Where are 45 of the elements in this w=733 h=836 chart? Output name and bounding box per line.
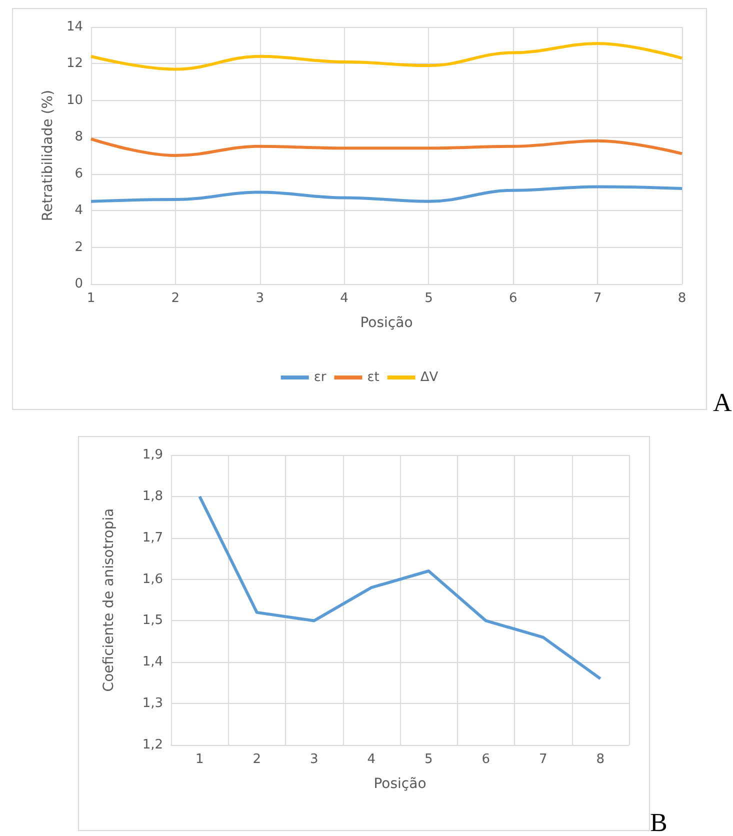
y-tick-label: 1,3 [142, 696, 163, 712]
legend-label: ΔV [420, 370, 438, 385]
x-tick-label: 8 [678, 291, 686, 306]
x-tick-label: 2 [252, 752, 262, 767]
y-tick-label: 12 [66, 56, 83, 72]
x-tick-label: 3 [256, 291, 264, 306]
y-axis-title: Coeficiente de anisotropia [101, 508, 117, 692]
x-tick-label: 1 [195, 752, 204, 767]
x-tick-label: 4 [367, 752, 376, 767]
x-tick-label: 2 [171, 291, 180, 306]
y-tick-label: 1,5 [142, 613, 163, 628]
x-axis-title: Posição [360, 315, 413, 331]
x-axis-title: Posição [374, 776, 426, 792]
x-tick-label: 6 [509, 291, 518, 306]
x-tick-label: 6 [482, 752, 490, 767]
y-tick-label: 1,2 [142, 738, 163, 752]
text: B [650, 808, 668, 836]
x-tick-label: 7 [593, 291, 602, 306]
y-tick-label: 4 [74, 203, 83, 218]
x-tick-label: 5 [424, 291, 433, 306]
legend-label: εt [367, 370, 380, 385]
y-axis-title: Retratibilidade (%) [40, 90, 56, 222]
y-tick-label: 0 [74, 276, 83, 292]
x-tick-label: 5 [424, 752, 433, 767]
y-tick-label: 2 [74, 240, 83, 255]
x-tick-label: 7 [538, 752, 548, 767]
x-tick-label: 3 [310, 752, 318, 767]
y-tick-label: 1,8 [142, 488, 163, 504]
line-series [90, 137, 684, 157]
y-tick-label: 1,9 [142, 448, 163, 462]
y-tick-label: 8 [74, 130, 83, 145]
text: A [713, 388, 732, 418]
x-tick-label: 8 [596, 752, 605, 767]
x-tick-label: 4 [340, 291, 348, 306]
line-series [90, 185, 684, 203]
y-tick-label: 1,7 [142, 530, 163, 546]
legend-label: εr [314, 370, 327, 385]
x-tick-label: 1 [86, 291, 96, 306]
line-series [90, 42, 684, 71]
y-tick-label: 14 [66, 20, 83, 34]
y-tick-label: 1,4 [142, 654, 163, 670]
y-tick-label: 1,6 [142, 572, 163, 587]
line-series [198, 494, 602, 680]
y-tick-label: 6 [74, 166, 83, 182]
y-tick-label: 10 [66, 92, 83, 108]
